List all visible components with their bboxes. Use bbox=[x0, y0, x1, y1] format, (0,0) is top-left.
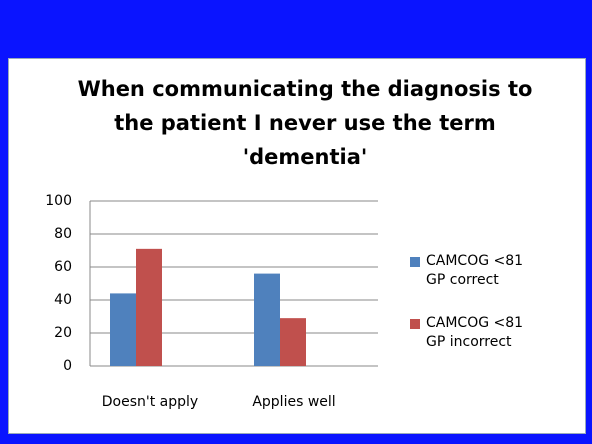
legend-swatch bbox=[410, 319, 420, 329]
y-tick-label: 80 bbox=[54, 226, 72, 242]
legend-label: CAMCOG <81 GP incorrect bbox=[426, 315, 524, 350]
bar bbox=[254, 273, 280, 366]
y-tick-label: 60 bbox=[54, 259, 72, 275]
chart-title: When communicating the diagnosis to the … bbox=[77, 77, 533, 169]
legend-label: CAMCOG <81 GP correct bbox=[426, 253, 524, 288]
y-tick-label: 20 bbox=[54, 325, 72, 341]
legend-swatch bbox=[410, 257, 420, 267]
y-tick-label: 100 bbox=[45, 193, 72, 209]
x-tick-label: Applies well bbox=[252, 394, 335, 410]
slide-panel bbox=[8, 58, 586, 434]
bar bbox=[136, 248, 162, 366]
bar bbox=[110, 293, 136, 366]
x-tick-label: Doesn't apply bbox=[102, 394, 198, 410]
y-tick-label: 0 bbox=[63, 358, 72, 374]
y-tick-label: 40 bbox=[54, 292, 72, 308]
bar bbox=[280, 318, 306, 366]
